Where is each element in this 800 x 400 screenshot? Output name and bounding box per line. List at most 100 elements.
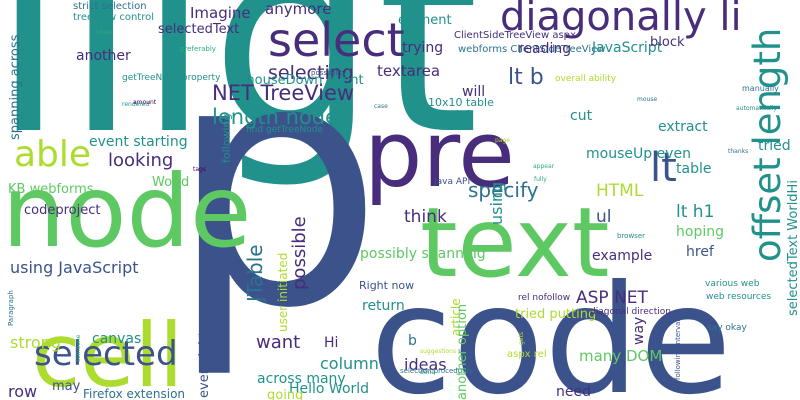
word: JavaScript: [591, 40, 663, 56]
word: need: [556, 384, 591, 400]
word: mouseDown event: [242, 73, 364, 88]
word: href: [686, 244, 715, 260]
word: diagonally li: [500, 0, 742, 40]
word: extract: [658, 119, 708, 135]
word: ideas: [404, 355, 447, 374]
word: strict selection: [73, 1, 147, 12]
word: pre: [364, 101, 515, 208]
word: Right now: [359, 279, 414, 292]
word: spanning across: [8, 34, 23, 140]
word: tried putting: [515, 307, 596, 322]
word: World: [152, 175, 189, 190]
word: Hello World: [289, 381, 369, 397]
word: automatically: [736, 105, 777, 112]
word: text: [420, 187, 609, 299]
word: selecting: [268, 62, 354, 84]
word: various web: [705, 279, 760, 289]
word: example: [592, 248, 652, 264]
word: possibility: [311, 69, 346, 77]
word: Java API: [433, 177, 470, 187]
word: across many: [257, 371, 346, 387]
word: selectedText: [158, 22, 239, 37]
word: find getTreeNode: [246, 125, 323, 135]
word: textarea: [377, 62, 440, 80]
word: select: [268, 13, 405, 67]
word: return: [362, 298, 405, 314]
word: table: [676, 161, 711, 177]
word: done: [420, 369, 435, 376]
word: possibly spanning: [360, 246, 486, 262]
word: treeview control: [73, 12, 154, 23]
word: user initiated: [276, 253, 290, 332]
word: p: [168, 0, 384, 383]
word: cell: [32, 304, 183, 400]
word: going: [267, 388, 303, 400]
word: mouseUp even: [586, 146, 691, 162]
word: gets: [518, 332, 525, 345]
word: preferably: [180, 45, 216, 53]
word: rel nofollow: [518, 293, 570, 303]
word: thanks: [728, 148, 748, 155]
word: offset length: [746, 28, 789, 262]
word: lilgt: [0, 0, 479, 192]
word: case: [374, 103, 388, 110]
word: selection procedures: [400, 367, 473, 375]
word: getTreeNode property: [122, 73, 221, 83]
word: overall ability: [555, 74, 617, 84]
word: row: [8, 382, 37, 400]
word: Imagine: [190, 4, 251, 22]
word: using: [487, 182, 506, 225]
word: say okay: [707, 323, 747, 333]
word: reading: [518, 41, 571, 57]
word: Paragraph: [7, 290, 15, 326]
word: canvas: [92, 331, 141, 347]
word: browser: [617, 232, 645, 240]
word: column: [320, 354, 379, 373]
word: may: [52, 379, 81, 394]
word: length node: [212, 105, 338, 129]
word: want: [256, 332, 300, 353]
word: specify: [468, 178, 539, 202]
word: selected: [34, 334, 178, 374]
word: JTable: [243, 244, 267, 304]
word: ASP NET: [576, 288, 649, 308]
word: another: [76, 48, 131, 64]
word: page: [495, 137, 510, 144]
word: aspx rel: [507, 349, 547, 360]
word: lt: [650, 145, 677, 191]
word: web resources: [706, 292, 771, 302]
word: looking: [108, 150, 173, 171]
word: even right: [197, 331, 212, 398]
word: lt b: [508, 65, 544, 90]
word: tags: [193, 166, 206, 173]
word: fully: [534, 176, 547, 183]
word: tried: [758, 138, 791, 154]
word: hoping: [676, 224, 724, 240]
word: suggestions: [420, 348, 456, 355]
word: ClientSideTreeView aspx: [454, 30, 576, 41]
word: way: [631, 317, 647, 345]
word: element: [398, 13, 452, 28]
word: will: [462, 84, 485, 100]
word: know: [96, 29, 112, 36]
word: mouse: [637, 96, 657, 103]
word: cut: [570, 108, 593, 124]
word: appear: [533, 163, 555, 170]
word: event starting: [89, 134, 188, 150]
word: KB webforms: [8, 182, 94, 197]
word: codeproject: [24, 203, 100, 218]
word: amount: [133, 99, 157, 106]
word: selectedText WorldHi: [786, 180, 800, 316]
word: node: [2, 153, 252, 270]
word: using JavaScript: [10, 258, 139, 277]
word: trying: [402, 40, 443, 56]
word: Firefox extension: [83, 387, 185, 400]
word: strong: [10, 333, 61, 352]
word: article: [449, 298, 463, 336]
word: lt h1: [676, 202, 714, 222]
word: another option: [455, 304, 470, 400]
word: block: [650, 35, 685, 50]
word: diagonal direction: [590, 307, 671, 317]
word: anymore: [265, 0, 331, 18]
